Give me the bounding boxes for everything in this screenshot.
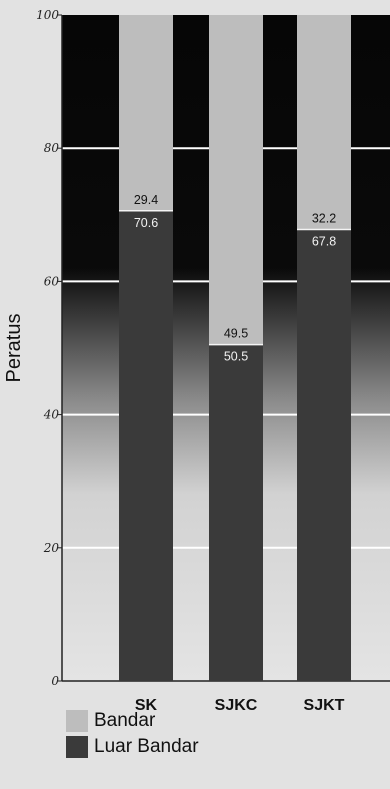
legend-swatch-luar-bandar: [66, 736, 88, 758]
legend-swatch-bandar: [66, 710, 88, 732]
y-tick-label-80: 80: [44, 141, 60, 155]
x-category-label-sjkt: SJKT: [304, 697, 345, 714]
legend: Bandar Luar Bandar: [66, 708, 199, 760]
data-label-luar-bandar-sjkc: 50.5: [224, 350, 248, 364]
bar-sjkt-luar-bandar: [297, 229, 351, 681]
bar-sjkc-bandar: [209, 15, 263, 345]
bar-sk-luar-bandar: [119, 210, 173, 681]
y-axis-title: Peratus: [3, 314, 25, 383]
y-tick-label-40: 40: [43, 408, 60, 422]
y-tick-label-100: 100: [36, 8, 59, 22]
legend-item-luar-bandar: Luar Bandar: [66, 734, 199, 760]
bar-sjkc-luar-bandar: [209, 344, 263, 681]
legend-label-bandar: Bandar: [94, 710, 156, 731]
legend-label-luar-bandar: Luar Bandar: [94, 736, 199, 757]
y-tick-label-20: 20: [43, 541, 60, 555]
y-tick-label-60: 60: [44, 274, 60, 288]
y-tick-label-0: 0: [51, 674, 59, 688]
y-ticks: 0 20 40 60 80 100: [36, 8, 62, 688]
x-category-label-sjkc: SJKC: [215, 697, 258, 714]
bar-sjkt-bandar: [297, 15, 351, 230]
x-category-labels: SK SJKC SJKT: [135, 697, 345, 714]
x-category-label-sk: SK: [135, 697, 158, 714]
bar-sk-bandar: [119, 15, 173, 211]
data-labels: 29.4 70.6 49.5 50.5 32.2 67.8: [134, 193, 336, 364]
data-label-bandar-sk: 29.4: [134, 193, 158, 207]
data-label-bandar-sjkc: 49.5: [224, 327, 248, 341]
bars: [119, 15, 351, 681]
data-label-luar-bandar-sk: 70.6: [134, 216, 158, 230]
legend-item-bandar: Bandar: [66, 708, 199, 734]
data-label-luar-bandar-sjkt: 67.8: [312, 234, 336, 248]
data-label-bandar-sjkt: 32.2: [312, 211, 336, 225]
